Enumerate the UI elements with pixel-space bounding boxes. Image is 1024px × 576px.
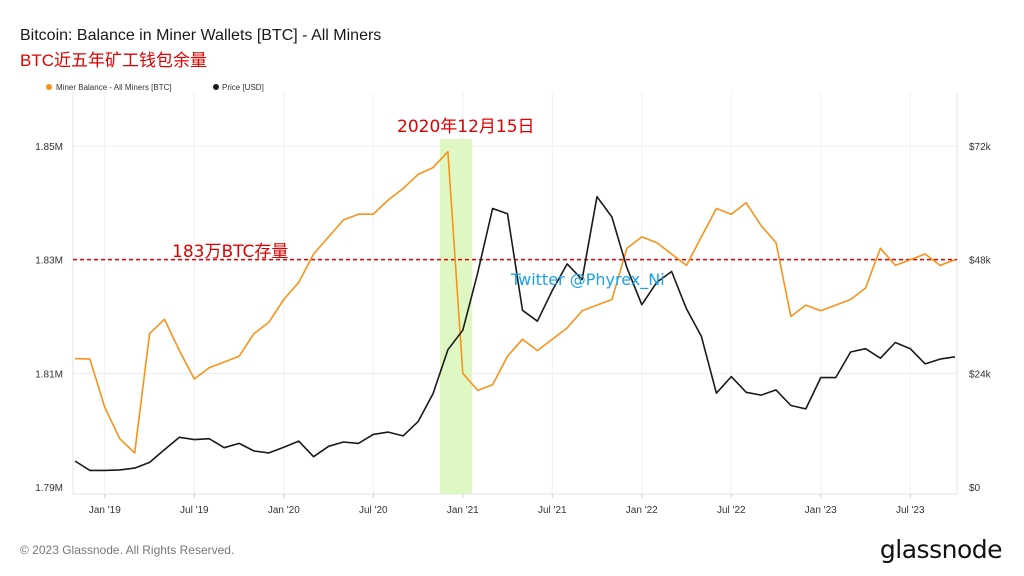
x-tick-label: Jul '23 <box>896 505 925 516</box>
x-tick-label: Jan '21 <box>447 505 479 516</box>
y-left-tick-label: 1.83M <box>35 256 63 267</box>
x-tick-label: Jan '22 <box>626 505 658 516</box>
copyright-notice: © 2023 Glassnode. All Rights Reserved. <box>20 543 235 557</box>
highlight-date-label: 2020年12月15日 <box>397 117 535 137</box>
y-left-tick-label: 1.79M <box>35 483 63 494</box>
x-tick-label: Jan '23 <box>805 505 837 516</box>
y-left-tick-label: 1.85M <box>35 142 63 153</box>
page-title: Bitcoin: Balance in Miner Wallets [BTC] … <box>20 27 382 44</box>
x-tick-label: Jul '20 <box>359 505 388 516</box>
y-right-tick-label: $72k <box>969 142 992 153</box>
y-right-tick-label: $24k <box>969 369 992 380</box>
miner-balance-line <box>74 150 956 454</box>
x-tick-label: Jan '19 <box>89 505 121 516</box>
chart-subtitle: BTC近五年矿工钱包余量 <box>20 51 207 70</box>
axis-ticks: 1.79M 1.81M 1.83M 1.85M $0 $24k $48k $72k Jan '1… <box>35 142 991 516</box>
gridlines <box>73 93 957 494</box>
y-right-tick-label: $0 <box>969 483 981 494</box>
x-tick-label: Jul '19 <box>180 505 209 516</box>
watermark-text: Twitter @Phyrex_Ni <box>510 270 665 290</box>
legend-swatch-miner-balance <box>46 84 52 90</box>
price-line <box>74 195 956 472</box>
legend-label-price: Price [USD] <box>222 83 264 92</box>
y-left-tick-label: 1.81M <box>35 369 63 380</box>
legend-label-miner-balance: Miner Balance - All Miners [BTC] <box>56 83 172 92</box>
series-lines <box>73 150 957 472</box>
y-right-tick-label: $48k <box>969 256 992 267</box>
highlight-band <box>439 139 473 494</box>
brand-logo: glassnode <box>879 535 1003 564</box>
highlight-band-group <box>439 139 473 494</box>
legend-swatch-price <box>213 84 219 90</box>
x-tick-label: Jul '21 <box>538 505 567 516</box>
x-tick-label: Jan '20 <box>268 505 300 516</box>
reference-line-label: 183万BTC存量 <box>172 242 288 262</box>
x-tick-label: Jul '22 <box>717 505 746 516</box>
